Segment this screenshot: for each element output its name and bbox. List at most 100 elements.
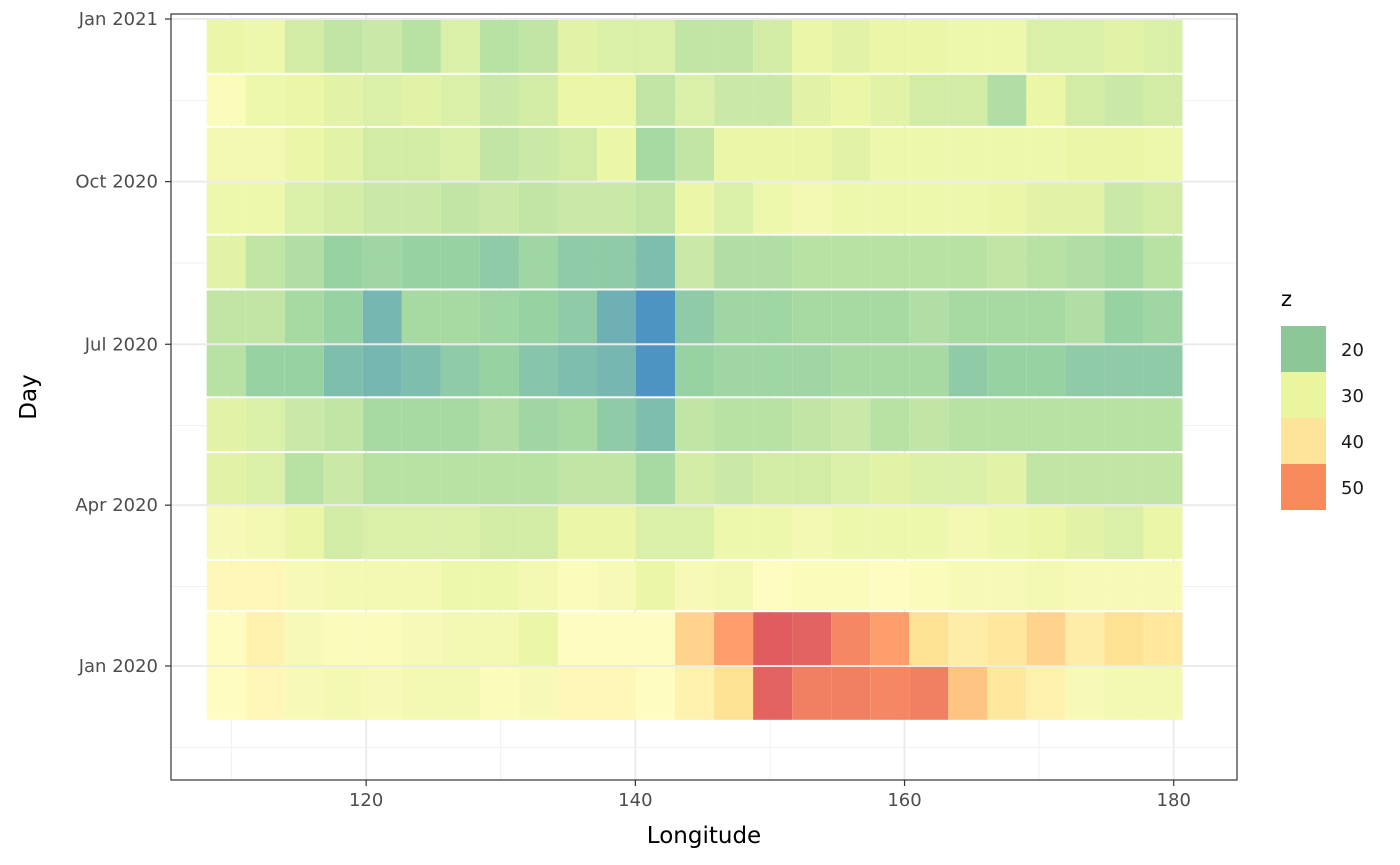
heatmap-tile bbox=[401, 345, 441, 397]
heatmap-tile bbox=[714, 127, 754, 181]
heatmap-tile bbox=[323, 398, 363, 452]
heatmap-tile bbox=[518, 127, 558, 181]
heatmap-tile bbox=[597, 398, 637, 452]
heatmap-tile bbox=[1104, 612, 1144, 665]
heatmap-tile bbox=[284, 560, 324, 611]
heatmap-tile bbox=[479, 235, 519, 289]
heatmap-tile bbox=[440, 182, 480, 234]
heatmap-tile bbox=[284, 74, 324, 126]
heatmap-tile bbox=[831, 560, 871, 611]
heatmap-tile bbox=[909, 74, 949, 126]
heatmap-tile bbox=[870, 560, 910, 611]
heatmap-tile bbox=[714, 182, 754, 234]
heatmap-tile bbox=[753, 453, 793, 505]
heatmap-tile bbox=[362, 667, 402, 720]
heatmap-tile bbox=[597, 74, 637, 126]
x-tick-label: 180 bbox=[1157, 790, 1191, 811]
legend-key-label: 30 bbox=[1341, 386, 1364, 407]
heatmap-tile bbox=[987, 235, 1027, 289]
heatmap-tile bbox=[675, 667, 715, 720]
heatmap-tile bbox=[1104, 398, 1144, 452]
heatmap-tile bbox=[948, 74, 988, 126]
heatmap-tile bbox=[401, 235, 441, 289]
heatmap-tile bbox=[1026, 290, 1066, 344]
heatmap-tile bbox=[909, 182, 949, 234]
heatmap-tile bbox=[479, 612, 519, 665]
heatmap-tile bbox=[362, 20, 402, 73]
heatmap-tile bbox=[1026, 612, 1066, 665]
heatmap-tile bbox=[284, 290, 324, 344]
heatmap-tile bbox=[753, 398, 793, 452]
heatmap-tile bbox=[1065, 235, 1105, 289]
heatmap-tile bbox=[948, 506, 988, 559]
heatmap-tile bbox=[753, 560, 793, 611]
heatmap-tile bbox=[792, 612, 832, 665]
heatmap-tile bbox=[987, 74, 1027, 126]
heatmap-tile bbox=[206, 182, 246, 234]
heatmap-tile bbox=[557, 235, 597, 289]
legend-key-label: 40 bbox=[1341, 432, 1364, 453]
heatmap-tile bbox=[284, 506, 324, 559]
heatmap-tile bbox=[323, 20, 363, 73]
heatmap-tile bbox=[792, 345, 832, 397]
heatmap-tile bbox=[1065, 182, 1105, 234]
heatmap-tile bbox=[597, 182, 637, 234]
heatmap-tile bbox=[831, 398, 871, 452]
heatmap-tile bbox=[245, 20, 285, 73]
heatmap-tile bbox=[1104, 290, 1144, 344]
heatmap-tile bbox=[1026, 74, 1066, 126]
heatmap-tile bbox=[675, 290, 715, 344]
heatmap-tile bbox=[518, 345, 558, 397]
heatmap-tile bbox=[753, 20, 793, 73]
y-tick-label: Jan 2021 bbox=[78, 9, 158, 30]
heatmap-tile bbox=[557, 453, 597, 505]
heatmap-tile bbox=[714, 506, 754, 559]
heatmap-tile bbox=[597, 345, 637, 397]
heatmap-tile bbox=[1104, 127, 1144, 181]
heatmap-tile bbox=[557, 398, 597, 452]
heatmap-tile bbox=[1143, 182, 1183, 234]
heatmap-tile bbox=[948, 667, 988, 720]
heatmap-tile bbox=[245, 560, 285, 611]
heatmap-tile bbox=[597, 506, 637, 559]
heatmap-tile bbox=[284, 235, 324, 289]
heatmap-tile bbox=[557, 667, 597, 720]
heatmap-tile bbox=[440, 345, 480, 397]
heatmap-tile bbox=[714, 612, 754, 665]
heatmap-tile bbox=[1143, 612, 1183, 665]
heatmap-tile bbox=[870, 345, 910, 397]
heatmap-tile bbox=[831, 506, 871, 559]
heatmap-tile bbox=[792, 453, 832, 505]
heatmap-tile bbox=[1143, 127, 1183, 181]
heatmap-tile bbox=[792, 290, 832, 344]
heatmap-tile bbox=[948, 612, 988, 665]
heatmap-tile bbox=[870, 506, 910, 559]
heatmap-tile bbox=[987, 453, 1027, 505]
heatmap-tile bbox=[987, 612, 1027, 665]
heatmap-tile bbox=[1104, 74, 1144, 126]
heatmap-tile bbox=[909, 667, 949, 720]
y-axis-title: Day bbox=[16, 374, 42, 419]
heatmap-tile bbox=[597, 235, 637, 289]
heatmap-tile bbox=[987, 560, 1027, 611]
heatmap-tile bbox=[675, 612, 715, 665]
heatmap-tile bbox=[1104, 560, 1144, 611]
heatmap-tile bbox=[440, 20, 480, 73]
heatmap-tile bbox=[909, 398, 949, 452]
legend-key-swatch bbox=[1281, 326, 1326, 372]
heatmap-tile bbox=[909, 345, 949, 397]
heatmap-tile bbox=[284, 398, 324, 452]
heatmap-tile bbox=[401, 20, 441, 73]
heatmap-tile bbox=[440, 506, 480, 559]
heatmap-tile bbox=[206, 667, 246, 720]
heatmap-tile bbox=[909, 235, 949, 289]
heatmap-tile bbox=[1065, 398, 1105, 452]
heatmap-tile bbox=[557, 560, 597, 611]
heatmap-tile bbox=[792, 235, 832, 289]
heatmap-tile bbox=[440, 612, 480, 665]
heatmap-tile bbox=[636, 20, 676, 73]
heatmap-tile bbox=[987, 506, 1027, 559]
heatmap-tile bbox=[479, 560, 519, 611]
heatmap-tile bbox=[675, 235, 715, 289]
heatmap-tile bbox=[753, 612, 793, 665]
